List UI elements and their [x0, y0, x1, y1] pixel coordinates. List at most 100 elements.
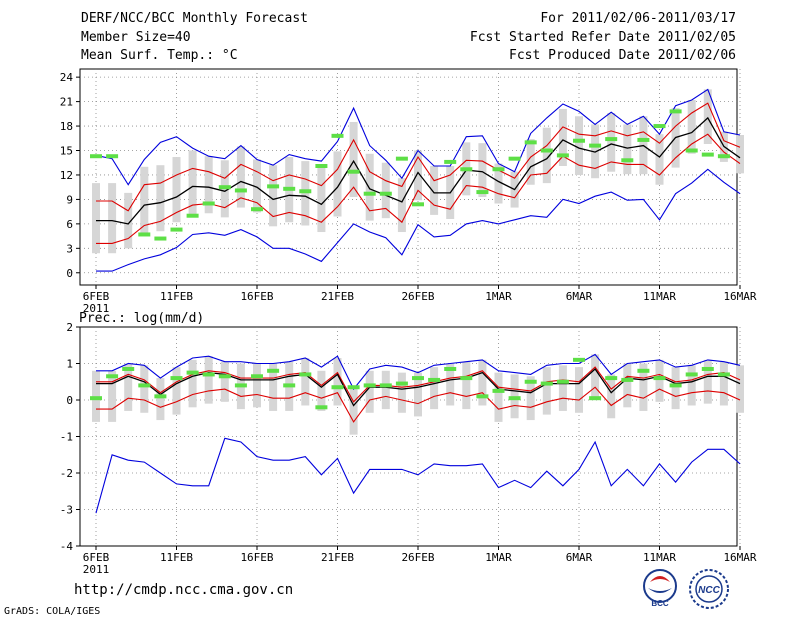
variable-label: Mean Surf. Temp.: °C — [81, 48, 238, 63]
y-tick-label: 24 — [60, 71, 74, 84]
ensemble-mean-marker — [428, 377, 441, 382]
chart-title: DERF/NCC/BCC Monthly Forecast — [81, 11, 308, 26]
x-tick-label: 11MAR — [643, 551, 676, 564]
y-tick-label: 0 — [66, 394, 73, 407]
ensemble-mean-marker — [218, 374, 231, 379]
ensemble-mean-marker — [106, 154, 119, 159]
ensemble-mean-marker — [106, 374, 119, 379]
ensemble-mean-marker — [621, 377, 634, 382]
x-tick-label: 1MAR — [485, 551, 512, 564]
spread-box — [140, 365, 149, 413]
spread-box — [623, 363, 632, 408]
ensemble-mean-marker — [508, 396, 521, 401]
spread-box — [349, 389, 358, 435]
y-tick-label: 18 — [60, 120, 73, 133]
spread-box — [124, 363, 133, 411]
forecast-period: For 2011/02/06-2011/03/17 — [540, 11, 736, 26]
spread-box — [220, 361, 229, 402]
spread-box — [188, 359, 197, 408]
x-year-label: 2011 — [83, 302, 110, 315]
y-tick-label: -3 — [60, 504, 73, 517]
ensemble-mean-marker — [573, 357, 585, 362]
ensemble-mean-marker — [347, 169, 360, 174]
x-year-label: 2011 — [83, 563, 110, 576]
ensemble-mean-marker — [476, 190, 489, 195]
spread-box — [269, 165, 278, 227]
ensemble-mean-marker — [331, 385, 344, 390]
start-date: Fcst Started Refer Date 2011/02/05 — [469, 30, 736, 45]
ncc-logo-icon: NCC — [689, 569, 729, 609]
spread-box — [542, 127, 551, 184]
ensemble-mean-marker — [701, 366, 714, 371]
ensemble-mean-marker — [363, 383, 376, 388]
ensemble-mean-marker — [492, 388, 505, 393]
ensemble-mean-marker — [476, 394, 489, 399]
series-median-line — [96, 116, 741, 225]
x-tick-label: 6FEB — [83, 551, 110, 564]
produced-date: Fcst Produced Date 2011/02/06 — [509, 48, 736, 63]
ensemble-mean-marker — [170, 227, 183, 232]
ensemble-mean-marker — [685, 148, 698, 153]
ensemble-mean-marker — [524, 140, 537, 145]
ensemble-mean-marker — [540, 148, 553, 153]
spread-box — [607, 374, 616, 419]
spread-box — [591, 354, 600, 400]
x-tick-label: 16MAR — [723, 290, 756, 303]
y-tick-label: 21 — [60, 96, 73, 109]
spread-box — [462, 361, 471, 410]
spread-box — [108, 183, 117, 254]
ensemble-mean-marker — [234, 188, 247, 193]
ensemble-mean-marker — [685, 372, 698, 377]
x-tick-label: 11MAR — [643, 290, 676, 303]
spread-box — [607, 113, 616, 172]
ensemble-mean-marker — [154, 236, 167, 241]
ensemble-mean-marker — [460, 167, 473, 172]
series-min-line — [95, 88, 741, 186]
ensemble-mean-marker — [202, 372, 215, 377]
x-tick-label: 6MAR — [566, 290, 593, 303]
ensemble-mean-marker — [653, 376, 666, 381]
ensemble-mean-marker — [412, 202, 424, 207]
spread-box — [349, 121, 358, 197]
ensemble-mean-marker — [138, 383, 151, 388]
ensemble-mean-marker — [524, 379, 537, 384]
spread-box — [736, 135, 744, 174]
ensemble-mean-marker — [508, 156, 521, 161]
spread-box — [381, 162, 390, 219]
spread-box — [526, 139, 535, 185]
ensemble-mean-marker — [122, 366, 135, 371]
website-link[interactable]: http://cmdp.ncc.cma.gov.cn — [74, 582, 294, 598]
ensemble-mean-marker — [170, 376, 183, 381]
spread-box — [397, 372, 406, 413]
y-tick-label: -4 — [60, 540, 74, 553]
spread-box — [108, 370, 117, 422]
ensemble-mean-marker — [556, 379, 569, 384]
ensemble-mean-marker — [717, 372, 730, 377]
member-size: Member Size=40 — [81, 30, 191, 45]
ensemble-mean-marker — [379, 191, 392, 196]
spread-box — [446, 363, 455, 406]
spread-box — [591, 124, 600, 179]
spread-box — [269, 363, 278, 411]
ensemble-mean-marker — [186, 213, 199, 218]
spread-box — [687, 365, 696, 406]
y-tick-label: 12 — [60, 169, 73, 182]
spread-box — [365, 153, 374, 221]
ensemble-mean-marker — [138, 232, 151, 237]
series-p10-line — [96, 386, 741, 423]
spread-box — [736, 365, 744, 413]
ensemble-mean-marker — [267, 368, 280, 373]
spread-box — [397, 178, 406, 233]
ensemble-mean-marker — [444, 366, 457, 371]
ensemble-mean-marker — [605, 376, 618, 381]
ensemble-mean-marker — [444, 159, 457, 164]
ensemble-mean-marker — [669, 383, 682, 388]
svg-text:NCC: NCC — [698, 585, 720, 596]
spread-box — [430, 367, 439, 410]
ensemble-mean-marker — [589, 396, 602, 401]
spread-box — [365, 370, 374, 413]
spread-box — [124, 192, 133, 249]
temperature-panel: 0 3 6 9 12 15 18 21 24 6FEB 11FEB 16FEB 21FEB 26FEB 1M… — [60, 68, 757, 315]
y-tick-label: -1 — [60, 431, 73, 444]
spread-box — [92, 183, 100, 254]
